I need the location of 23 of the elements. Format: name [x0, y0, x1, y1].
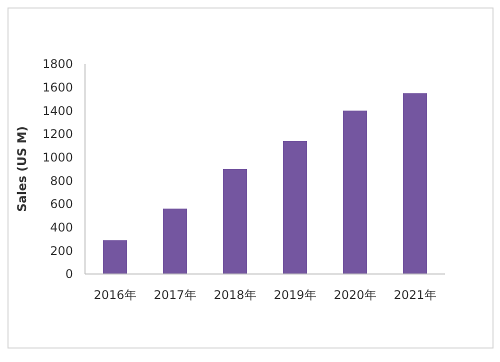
bar — [103, 240, 127, 274]
bar — [283, 141, 307, 274]
y-tick-label: 1200 — [42, 127, 73, 142]
bar — [403, 93, 427, 274]
y-tick-label: 400 — [50, 220, 73, 235]
bar — [163, 208, 187, 274]
y-tick-label: 1400 — [42, 104, 73, 118]
x-tick-label: 2018年 — [214, 288, 256, 302]
x-tick-label: 2017年 — [154, 288, 196, 302]
y-tick-label: 600 — [50, 197, 73, 212]
x-tick-label: 2020年 — [334, 288, 376, 302]
x-tick-label: 2016年 — [94, 288, 136, 302]
y-tick-label: 1600 — [42, 80, 73, 95]
y-tick-label: 1000 — [42, 150, 73, 165]
bar — [343, 110, 367, 274]
y-tick-label: 200 — [50, 244, 73, 258]
y-tick-label: 1800 — [42, 57, 73, 72]
x-tick-label: 2021年 — [394, 288, 436, 302]
bar — [223, 169, 247, 274]
y-axis-title: Sales (US M) — [15, 126, 29, 212]
x-tick-label: 2019年 — [274, 288, 316, 302]
y-tick-label: 800 — [50, 174, 73, 188]
y-tick-label: 0 — [65, 267, 73, 282]
